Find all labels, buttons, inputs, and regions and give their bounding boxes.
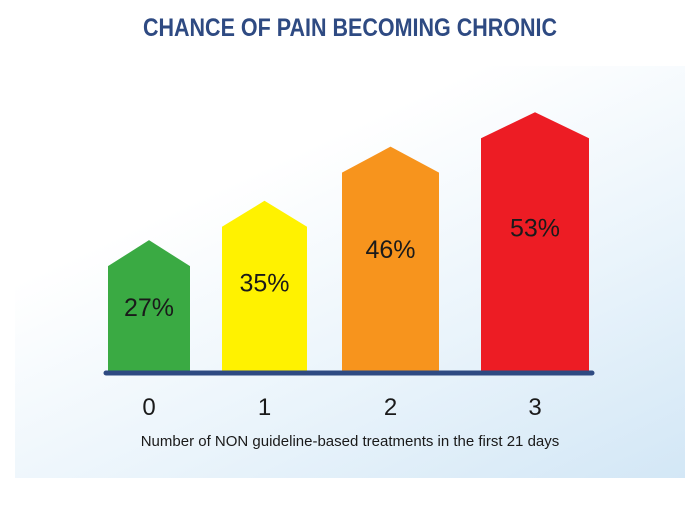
- bar-3: [481, 112, 589, 374]
- x-axis-label: Number of NON guideline-based treatments…: [141, 433, 560, 450]
- x-tick-label-0: 0: [142, 394, 155, 421]
- bar-0: [108, 240, 190, 373]
- x-tick-label-1: 1: [258, 394, 271, 421]
- x-tick-label-3: 3: [528, 394, 541, 421]
- bar-2: [342, 146, 439, 373]
- x-tick-labels: 0 1 2 3: [142, 394, 541, 421]
- value-label-1: 35%: [239, 269, 289, 297]
- chart-title: CHANCE OF PAIN BECOMING CHRONIC: [142, 14, 558, 42]
- value-label-2: 46%: [365, 236, 415, 264]
- bars-group: 27% 35% 46% 53%: [108, 112, 589, 374]
- x-tick-label-2: 2: [384, 394, 397, 421]
- value-label-0: 27%: [124, 294, 174, 322]
- value-label-3: 53%: [510, 214, 560, 242]
- bar-1: [222, 200, 307, 373]
